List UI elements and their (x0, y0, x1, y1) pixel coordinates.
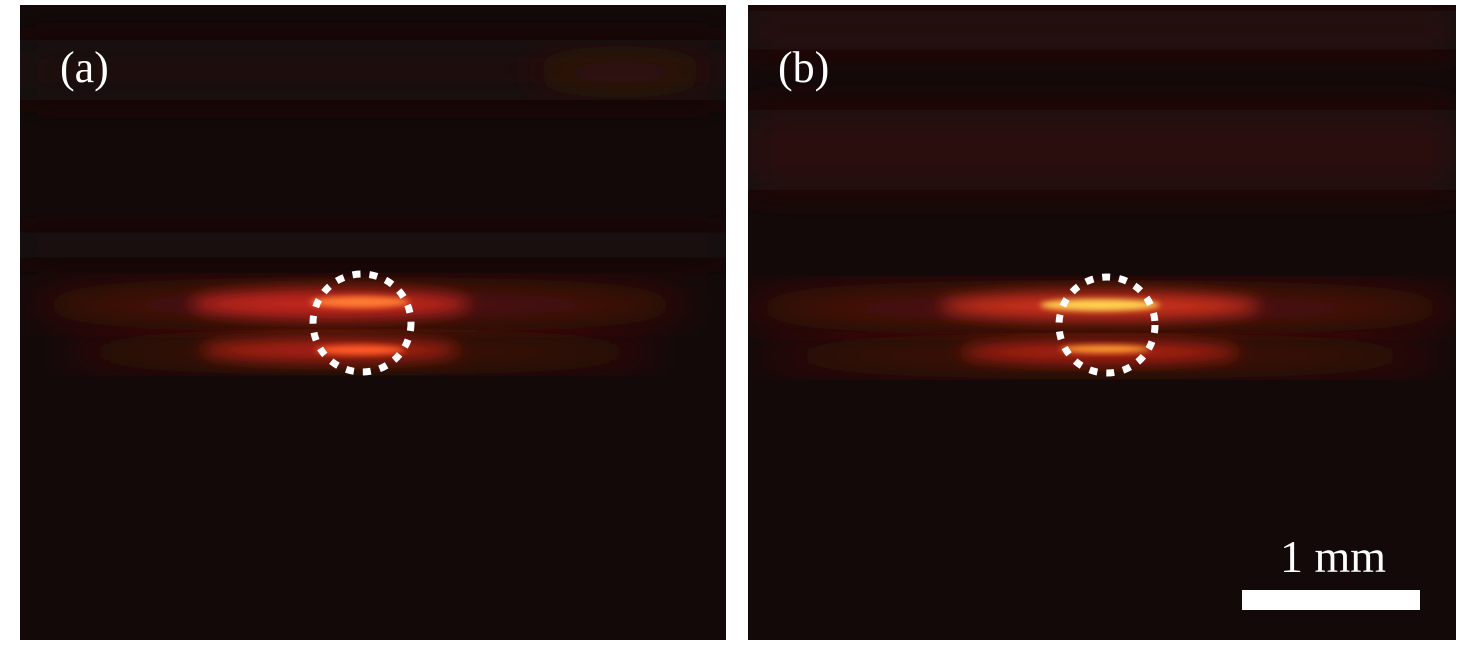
panel-a: (a) (20, 5, 726, 640)
scale-bar (1242, 590, 1420, 610)
panel-label: (a) (60, 43, 109, 92)
panel-label: (b) (778, 43, 829, 92)
panel-b: (b) 1 mm (748, 5, 1456, 640)
scale-bar-label: 1 mm (1280, 531, 1386, 582)
